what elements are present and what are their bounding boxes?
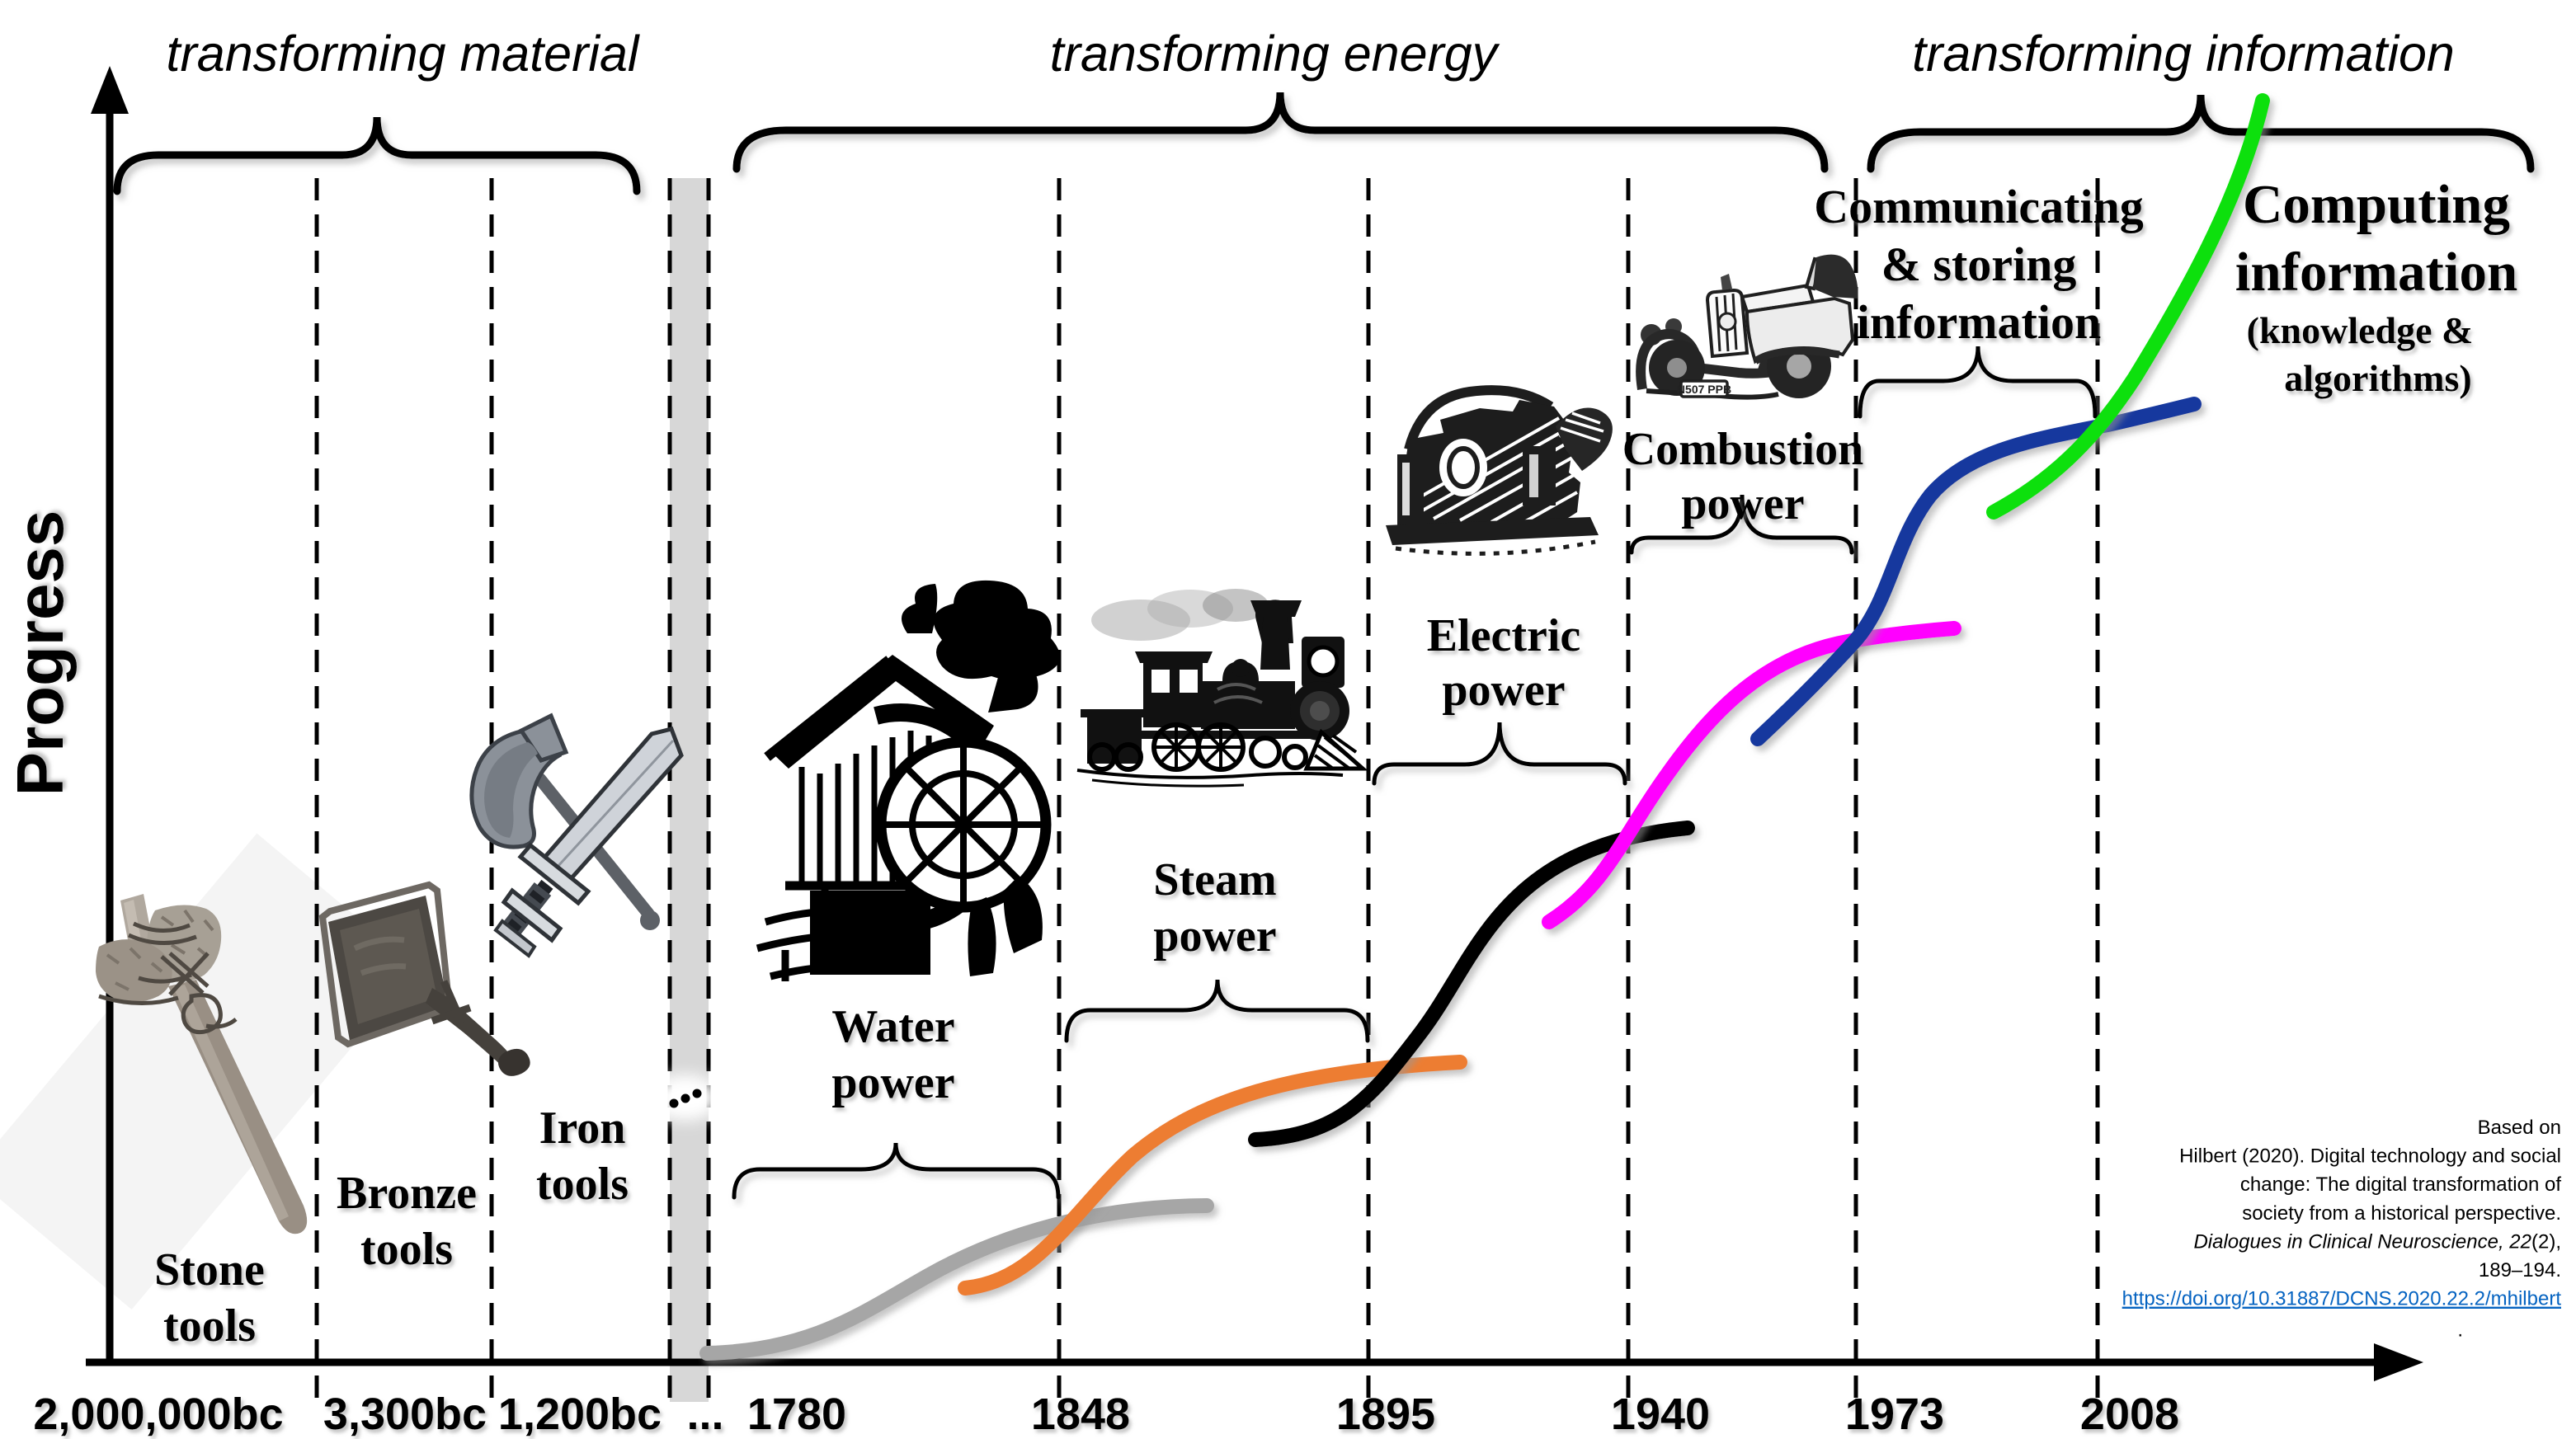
svg-text:2,000,000bc: 2,000,000bc (33, 1390, 283, 1439)
svg-text:Hilbert (2020). Digital techno: Hilbert (2020). Digital technology and s… (2179, 1145, 2561, 1168)
svg-text:transforming material: transforming material (167, 26, 640, 82)
svg-text:1940: 1940 (1611, 1390, 1710, 1439)
svg-text:tools: tools (163, 1300, 256, 1352)
svg-text:& storing: & storing (1881, 237, 2077, 291)
svg-text:transforming energy: transforming energy (1050, 26, 1500, 82)
svg-text:1973: 1973 (1845, 1390, 1944, 1439)
svg-text:power: power (831, 1057, 954, 1108)
svg-text:algorithms): algorithms) (2284, 357, 2471, 399)
svg-text:1895: 1895 (1336, 1390, 1435, 1439)
svg-text:change: The digital transforma: change: The digital transformation of (2240, 1173, 2561, 1196)
svg-text:Communicating: Communicating (1814, 180, 2144, 233)
svg-text:Bronze: Bronze (337, 1168, 477, 1219)
svg-text:.: . (2457, 1319, 2463, 1342)
svg-text:3,300bc: 3,300bc (323, 1390, 487, 1439)
svg-text:power: power (1153, 910, 1276, 962)
svg-text:Progress: Progress (3, 510, 77, 797)
svg-text:(knowledge &: (knowledge & (2247, 309, 2474, 351)
svg-text:Computing: Computing (2243, 174, 2510, 235)
svg-text:Water: Water (831, 1001, 954, 1052)
svg-text:information: information (1857, 295, 2101, 349)
svg-text:Stone: Stone (154, 1244, 265, 1296)
svg-text:transforming information: transforming information (1912, 26, 2455, 82)
svg-text:Steam: Steam (1153, 854, 1276, 905)
svg-text:tools: tools (536, 1159, 629, 1210)
svg-text:Dialogues in Clinical Neurosci: Dialogues in Clinical Neuroscience, 22(2… (2193, 1230, 2561, 1253)
svg-text:1780: 1780 (747, 1390, 846, 1439)
svg-text:189–194.: 189–194. (2479, 1259, 2561, 1281)
svg-text:society from a historical pers: society from a historical perspective. (2242, 1202, 2561, 1225)
svg-text:Combustion: Combustion (1622, 424, 1864, 475)
svg-text:Iron: Iron (539, 1103, 626, 1154)
svg-text:N507 PPB: N507 PPB (1677, 383, 1731, 396)
svg-text:https://doi.org/10.31887/DCNS.: https://doi.org/10.31887/DCNS.2020.22.2/… (2122, 1288, 2562, 1310)
svg-text:tools: tools (360, 1224, 453, 1275)
svg-text:1848: 1848 (1031, 1390, 1130, 1439)
svg-text:Electric: Electric (1427, 610, 1581, 661)
svg-text:...: ... (686, 1390, 723, 1439)
svg-text:Based on: Based on (2478, 1117, 2561, 1139)
svg-text:information: information (2235, 242, 2517, 303)
svg-text:2008: 2008 (2080, 1390, 2179, 1439)
svg-text:power: power (1442, 665, 1565, 716)
svg-text:power: power (1681, 478, 1804, 529)
svg-text:1,200bc: 1,200bc (498, 1390, 662, 1439)
